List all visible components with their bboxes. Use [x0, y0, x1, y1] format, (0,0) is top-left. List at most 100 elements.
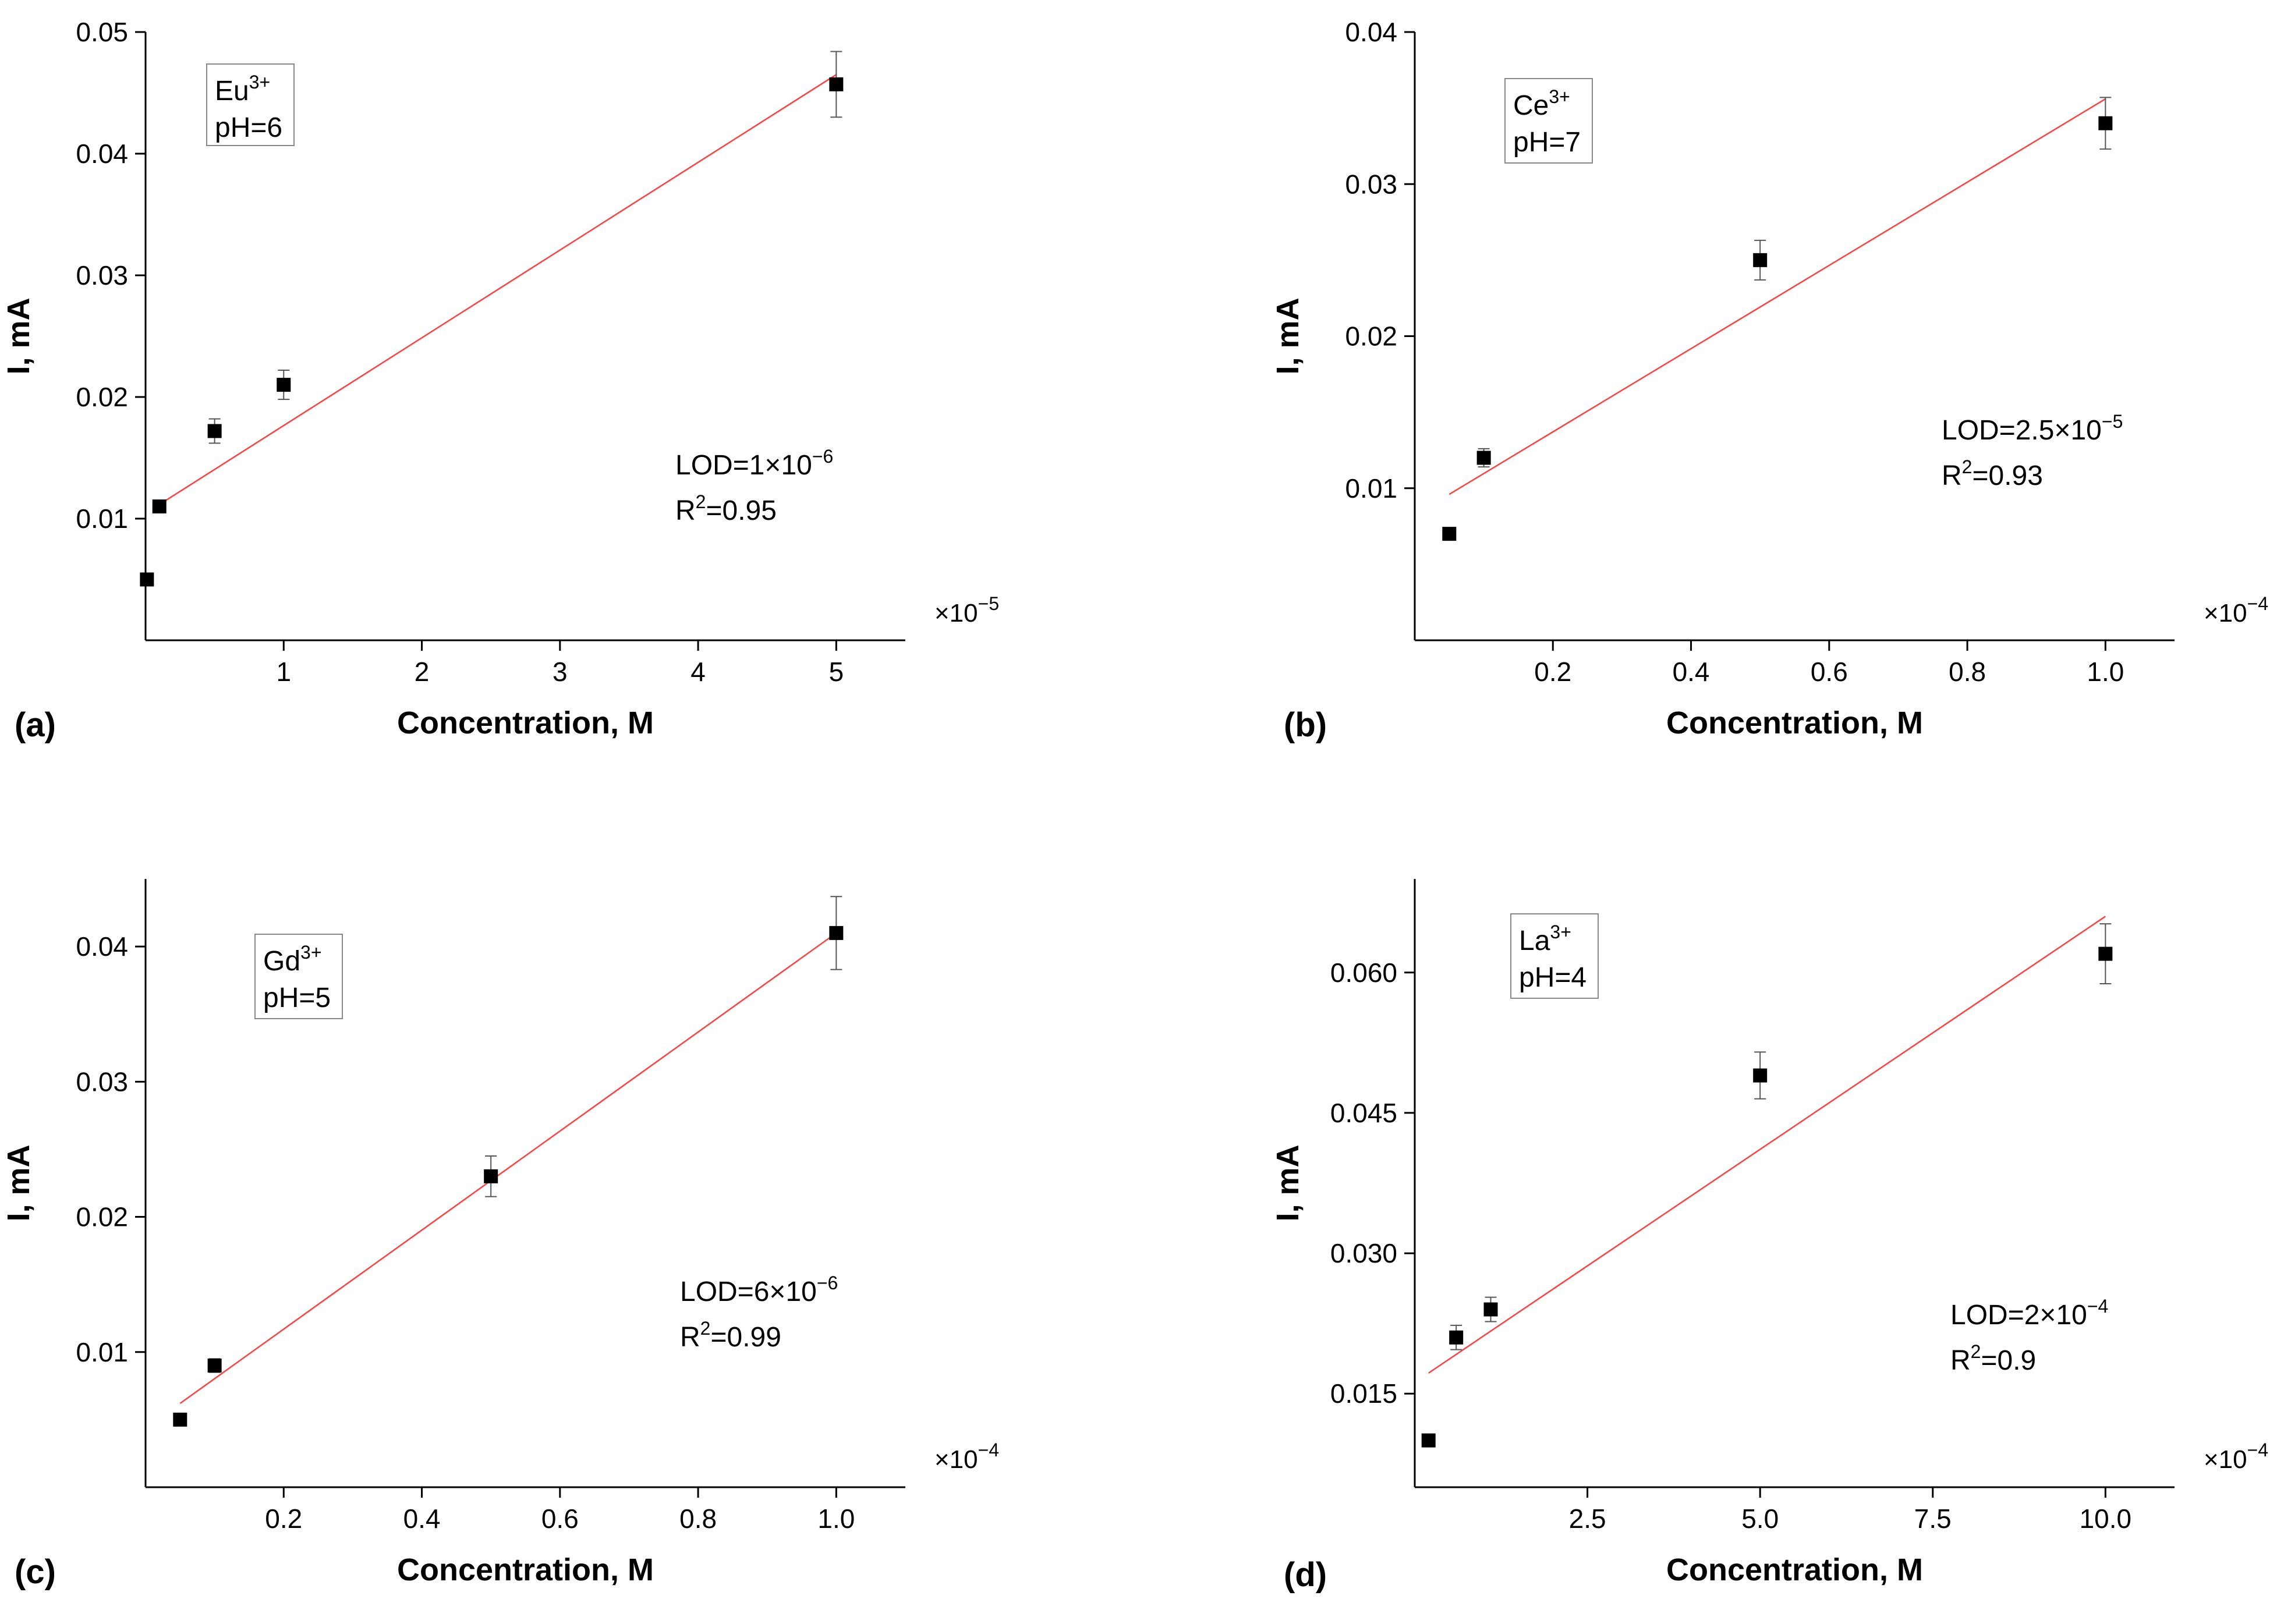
- lod-exponent: −4: [2087, 1296, 2108, 1317]
- lod-base: LOD=2.5×10: [1942, 415, 2102, 446]
- ion-charge: 3+: [249, 72, 270, 93]
- data-point: [829, 77, 844, 91]
- x-axis-title: Concentration, M: [397, 1552, 654, 1587]
- ph-label: pH=5: [263, 983, 331, 1013]
- data-point: [1449, 1330, 1464, 1345]
- data-point: [173, 1412, 187, 1427]
- lod-exponent: −5: [2102, 411, 2123, 432]
- chart-panel-4: 2.5 5.0 7.5 10.00.0150.0300.0450.060×10−4Co…: [1270, 879, 2268, 1594]
- y-tick-label: 0.04: [76, 931, 128, 962]
- y-axis-title: I, mA: [1270, 1144, 1305, 1221]
- ion-label: Ce3+: [1513, 86, 1570, 121]
- x-axis-multiplier: ×10−4: [2204, 1439, 2268, 1474]
- data-point: [207, 1359, 222, 1373]
- y-tick-label: 0.01: [76, 503, 128, 534]
- ion-label: Eu3+: [215, 72, 270, 107]
- multiplier-base: ×10: [2204, 599, 2247, 627]
- multiplier-exponent: −5: [978, 593, 999, 614]
- lod-label: LOD=6×10−6: [680, 1272, 838, 1307]
- x-tick-label: 0.8: [1949, 657, 1986, 687]
- data-point: [277, 378, 291, 392]
- x-tick-label: 2.5: [1569, 1504, 1606, 1534]
- panel-label: (b): [1284, 706, 1327, 744]
- ph-label: pH=7: [1513, 127, 1581, 158]
- x-tick-label: 0.6: [541, 1504, 579, 1534]
- panel-label: (a): [15, 706, 56, 744]
- lod-base: LOD=2×10: [1950, 1300, 2087, 1331]
- x-tick-label: 7.5: [1914, 1504, 1952, 1534]
- y-axis-title: I, mA: [1, 297, 36, 374]
- x-tick-label: 3: [553, 657, 568, 687]
- r-squared-label: R2=0.9: [1950, 1341, 2036, 1376]
- data-point: [484, 1169, 498, 1183]
- chart-panel-1: 1 2 3 4 5 0.01 0.02 0.03 0.04 0.05 ×10−5 Concentrat…: [1, 17, 999, 744]
- ion-symbol: Eu: [215, 76, 249, 107]
- r-squared-value: =0.93: [1972, 460, 2042, 491]
- x-tick-label: 0.2: [265, 1504, 302, 1534]
- x-tick-label: 0.4: [1673, 657, 1710, 687]
- r-squared-symbol: R: [1950, 1345, 1971, 1376]
- x-tick-label: 1: [276, 657, 291, 687]
- multiplier-base: ×10: [934, 1445, 978, 1474]
- r-squared-label: R2=0.95: [675, 491, 777, 526]
- y-tick-label: 0.015: [1330, 1378, 1397, 1409]
- r-squared-symbol: R: [675, 495, 696, 526]
- data-point: [2098, 946, 2113, 961]
- fit-line: [1428, 916, 2106, 1374]
- data-point: [1442, 527, 1457, 541]
- lod-base: LOD=6×10: [680, 1276, 817, 1307]
- ph-label: pH=4: [1519, 962, 1586, 993]
- data-point: [1483, 1302, 1498, 1317]
- y-tick-label: 0.04: [76, 139, 128, 169]
- ion-label-box: [206, 63, 295, 146]
- r-squared-value: =0.95: [706, 495, 776, 526]
- y-tick-label: 0.03: [1345, 169, 1397, 199]
- y-axis-title: I, mA: [1, 1144, 36, 1221]
- y-tick-label: 0.02: [1345, 321, 1397, 352]
- r-squared-power: 2: [700, 1318, 711, 1339]
- x-tick-label: 0.2: [1534, 657, 1571, 687]
- x-axis-multiplier: ×10−5: [934, 593, 999, 627]
- data-point: [1476, 451, 1491, 465]
- x-tick-label: 1.0: [2087, 657, 2124, 687]
- y-tick-label: 0.03: [76, 260, 128, 290]
- data-point: [140, 572, 154, 587]
- r-squared-symbol: R: [1942, 460, 1962, 491]
- ion-label-box: [254, 934, 343, 1019]
- lod-label: LOD=2.5×10−5: [1942, 411, 2123, 446]
- y-tick-label: 0.01: [76, 1337, 128, 1367]
- data-point: [207, 424, 222, 438]
- fit-line: [179, 932, 837, 1405]
- data-point: [829, 926, 844, 940]
- ion-symbol: La: [1519, 926, 1550, 956]
- panel-label: (d): [1284, 1556, 1327, 1594]
- x-tick-label: 10.0: [2080, 1504, 2132, 1534]
- ph-label: pH=6: [215, 112, 282, 143]
- x-tick-label: 0.4: [403, 1504, 441, 1534]
- y-tick-label: 0.04: [1345, 17, 1397, 47]
- multiplier-base: ×10: [934, 599, 978, 627]
- chart-panel-2: 0.2 0.4 0.6 0.8 1.0 0.01 0.02 0.03 0.04 ×10−4 Conc…: [1270, 17, 2268, 744]
- x-axis-multiplier: ×10−4: [2204, 593, 2268, 627]
- multiplier-exponent: −4: [978, 1439, 999, 1460]
- lod-label: LOD=1×10−6: [675, 446, 833, 481]
- data-point: [1753, 253, 1768, 267]
- lod-label: LOD=2×10−4: [1950, 1296, 2108, 1331]
- ion-charge: 3+: [300, 942, 321, 963]
- data-point: [152, 499, 167, 514]
- x-axis-title: Concentration, M: [1666, 705, 1923, 740]
- x-tick-label: 1.0: [817, 1504, 855, 1534]
- x-tick-label: 0.8: [679, 1504, 717, 1534]
- lod-exponent: −6: [817, 1272, 838, 1293]
- fit-line: [152, 74, 837, 510]
- x-tick-label: 5: [829, 657, 844, 687]
- ion-label: La3+: [1519, 921, 1571, 956]
- multiplier-base: ×10: [2204, 1445, 2247, 1474]
- lod-base: LOD=1×10: [675, 450, 812, 481]
- r-squared-label: R2=0.99: [680, 1318, 781, 1353]
- y-tick-label: 0.02: [76, 382, 128, 412]
- y-tick-label: 0.060: [1330, 958, 1397, 988]
- chart-panel-3: 0.2 0.4 0.6 0.8 1.0 0.01 0.02 0.03 0.04 ×10−4 Conc…: [1, 879, 999, 1591]
- r-squared-symbol: R: [680, 1322, 700, 1353]
- x-tick-label: 2: [415, 657, 430, 687]
